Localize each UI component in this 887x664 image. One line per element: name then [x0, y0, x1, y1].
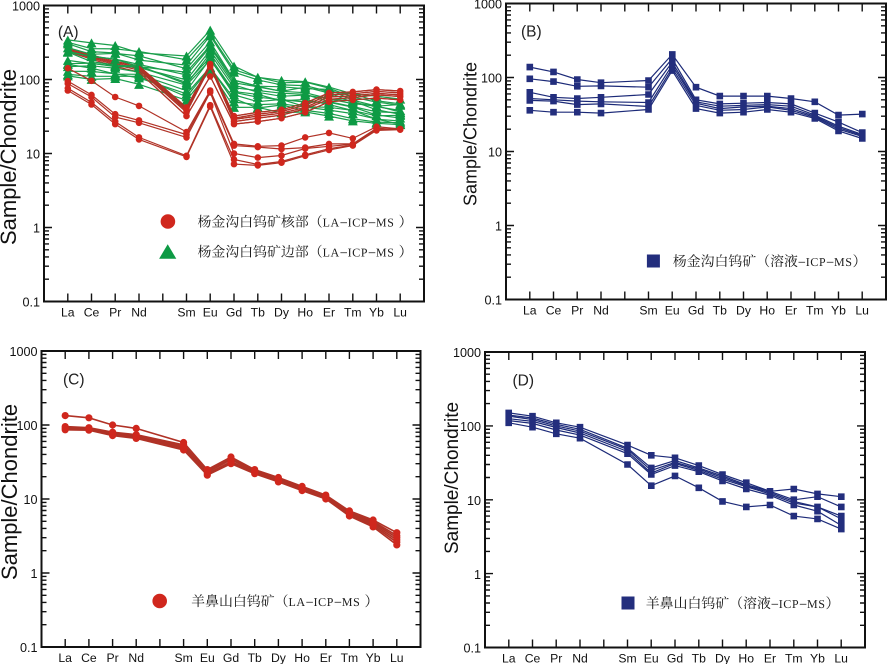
svg-text:10: 10 [23, 493, 37, 507]
svg-text:0.1: 0.1 [22, 296, 40, 310]
svg-text:Tb: Tb [692, 651, 706, 664]
svg-text:Tb: Tb [713, 303, 727, 317]
svg-text:Ce: Ce [525, 651, 541, 664]
svg-text:La: La [523, 303, 537, 317]
svg-text:Gd: Gd [667, 651, 683, 664]
svg-text:100: 100 [19, 74, 40, 88]
svg-text:Tb: Tb [248, 651, 262, 664]
svg-text:(A): (A) [58, 24, 79, 41]
svg-text:Eu: Eu [200, 651, 215, 664]
svg-text:La: La [58, 651, 72, 664]
svg-text:1000: 1000 [453, 346, 481, 360]
svg-text:Tb: Tb [251, 305, 265, 319]
svg-text:0.1: 0.1 [463, 642, 481, 656]
svg-text:Tm: Tm [341, 651, 359, 664]
svg-text:Yb: Yb [831, 303, 846, 317]
svg-text:Tm: Tm [344, 305, 362, 319]
svg-text:Ho: Ho [294, 651, 310, 664]
svg-text:Er: Er [323, 305, 335, 319]
svg-text:1: 1 [33, 222, 40, 236]
svg-text:Ho: Ho [759, 303, 775, 317]
svg-text:Lu: Lu [855, 303, 869, 317]
svg-text:Ce: Ce [546, 303, 562, 317]
svg-text:Yb: Yb [810, 651, 825, 664]
svg-text:Nd: Nd [128, 651, 144, 664]
svg-text:Er: Er [320, 651, 332, 664]
svg-text:1: 1 [495, 220, 502, 234]
svg-text:Sample/Chondrite: Sample/Chondrite [0, 404, 22, 580]
svg-text:1: 1 [30, 567, 37, 581]
svg-text:Lu: Lu [393, 305, 407, 319]
svg-text:1000: 1000 [12, 0, 40, 14]
svg-text:10: 10 [488, 146, 502, 160]
svg-text:Sm: Sm [174, 651, 192, 664]
svg-text:Sm: Sm [639, 303, 657, 317]
svg-text:Tm: Tm [806, 303, 824, 317]
svg-text:Tm: Tm [785, 651, 803, 664]
svg-text:Yb: Yb [366, 651, 381, 664]
svg-text:Sm: Sm [618, 651, 636, 664]
svg-text:10: 10 [467, 494, 481, 508]
svg-text:Nd: Nd [593, 303, 609, 317]
svg-text:Pr: Pr [550, 651, 562, 664]
svg-text:(B): (B) [521, 24, 542, 41]
svg-text:0.1: 0.1 [20, 641, 38, 655]
svg-text:Eu: Eu [203, 305, 218, 319]
svg-text:Pr: Pr [109, 305, 121, 319]
svg-text:Ce: Ce [81, 651, 97, 664]
svg-text:100: 100 [16, 419, 37, 433]
svg-text:Nd: Nd [572, 651, 588, 664]
svg-text:Ce: Ce [84, 305, 100, 319]
svg-text:Eu: Eu [644, 651, 659, 664]
svg-text:Yb: Yb [369, 305, 384, 319]
svg-text:Nd: Nd [131, 305, 147, 319]
svg-text:Er: Er [785, 303, 797, 317]
svg-text:Lu: Lu [390, 651, 404, 664]
svg-text:Eu: Eu [665, 303, 680, 317]
svg-text:Ho: Ho [297, 305, 313, 319]
svg-text:Ho: Ho [738, 651, 754, 664]
svg-text:Dy: Dy [736, 303, 752, 317]
svg-text:0.1: 0.1 [484, 294, 502, 308]
svg-text:100: 100 [460, 420, 481, 434]
svg-text:La: La [502, 651, 516, 664]
svg-text:Er: Er [764, 651, 776, 664]
svg-text:Dy: Dy [271, 651, 287, 664]
svg-text:Dy: Dy [274, 305, 290, 319]
svg-text:Gd: Gd [688, 303, 704, 317]
svg-text:(D): (D) [513, 373, 535, 390]
svg-text:Sample/Chondrite: Sample/Chondrite [442, 402, 463, 554]
svg-text:Gd: Gd [226, 305, 242, 319]
svg-text:1000: 1000 [9, 345, 37, 359]
svg-text:10: 10 [26, 148, 40, 162]
svg-text:(C): (C) [63, 372, 85, 389]
svg-text:1000: 1000 [474, 0, 502, 12]
svg-text:Sample/Chondrite: Sample/Chondrite [461, 62, 481, 206]
svg-text:100: 100 [481, 72, 502, 86]
svg-text:Dy: Dy [715, 651, 731, 664]
svg-text:Sm: Sm [177, 305, 195, 319]
svg-text:Lu: Lu [834, 651, 848, 664]
svg-text:Pr: Pr [571, 303, 583, 317]
svg-text:Sample/Chondrite: Sample/Chondrite [0, 69, 21, 245]
svg-text:1: 1 [474, 568, 481, 582]
svg-text:Gd: Gd [223, 651, 239, 664]
svg-text:Pr: Pr [107, 651, 119, 664]
svg-text:La: La [61, 305, 75, 319]
